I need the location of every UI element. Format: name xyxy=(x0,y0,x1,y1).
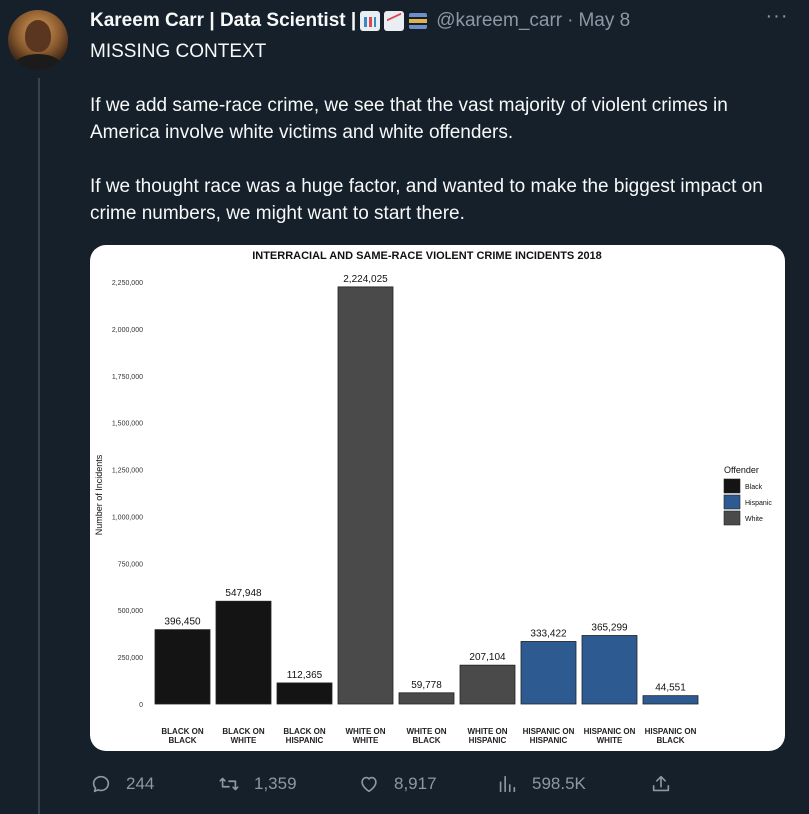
reply-count: 244 xyxy=(126,774,155,793)
bar-value-label: 333,422 xyxy=(530,628,567,639)
reply-button[interactable]: 244 xyxy=(90,770,154,798)
y-axis-label: Number of Incidents xyxy=(94,454,104,535)
y-tick-label: 1,000,000 xyxy=(112,514,143,521)
share-icon xyxy=(652,775,670,792)
y-tick-label: 750,000 xyxy=(118,561,143,568)
views-bar-chart-icon xyxy=(499,775,516,793)
bar-value-label: 44,551 xyxy=(655,683,686,694)
separator-dot: · xyxy=(567,10,574,31)
bar xyxy=(154,629,211,705)
y-axis-ticks: 0 250,000 500,000 750,000 1,000,000 1,250,000… xyxy=(112,280,143,709)
x-tick-label: WHITE xyxy=(231,736,257,745)
bar xyxy=(337,286,394,705)
x-tick-label: HISPANIC ON xyxy=(645,727,697,736)
y-tick-label: 500,000 xyxy=(118,608,143,615)
value-labels: 396,450 547,948 112,365 2,224,025 59,778 207,… xyxy=(164,274,686,694)
x-tick-label: WHITE ON xyxy=(346,727,386,736)
bar xyxy=(459,664,516,705)
x-tick-label: HISPANIC xyxy=(530,736,568,745)
tweet-text: MISSING CONTEXT If we add same-race crim… xyxy=(90,38,790,227)
x-tick-label: WHITE xyxy=(353,736,379,745)
bar-value-label: 59,778 xyxy=(411,680,442,691)
author-handle[interactable]: @kareem_carr xyxy=(436,10,563,31)
legend-entry-label: White xyxy=(745,516,763,523)
bar-value-label: 547,948 xyxy=(225,588,262,599)
legend-swatch xyxy=(723,510,741,526)
bar-value-label: 365,299 xyxy=(591,622,628,633)
y-tick-label: 2,250,000 xyxy=(112,280,143,287)
bar-chart-emoji-icon xyxy=(360,11,381,31)
views-button[interactable]: 598.5K xyxy=(496,770,586,798)
books-emoji-icon xyxy=(408,11,428,31)
x-tick-label: BLACK xyxy=(657,736,685,745)
bar xyxy=(398,692,455,705)
x-tick-label: BLACK xyxy=(169,736,197,745)
legend-entry-label: Hispanic xyxy=(745,500,772,507)
legend-entry-label: Black xyxy=(745,484,763,491)
legend-title: Offender xyxy=(724,465,759,475)
legend: Offender Black Hispanic White xyxy=(723,465,772,526)
bar-value-label: 112,365 xyxy=(287,670,323,681)
x-tick-label: BLACK ON xyxy=(222,727,264,736)
bar xyxy=(642,695,699,705)
reply-icon xyxy=(92,775,110,793)
tweet-text-line: MISSING CONTEXT xyxy=(90,41,267,62)
chart-increasing-emoji-icon xyxy=(384,11,405,31)
y-tick-label: 250,000 xyxy=(118,655,143,662)
x-tick-label: WHITE ON xyxy=(468,727,508,736)
y-tick-label: 2,000,000 xyxy=(112,327,143,334)
x-tick-label: BLACK xyxy=(413,736,441,745)
legend-swatch xyxy=(723,494,741,510)
x-tick-label: HISPANIC xyxy=(469,736,507,745)
author-name[interactable]: Kareem Carr | Data Scientist | xyxy=(90,10,357,31)
tweet-header: Kareem Carr | Data Scientist | @kareem_c… xyxy=(90,8,789,34)
bar-chart: INTERRACIAL AND SAME-RACE VIOLENT CRIME … xyxy=(94,250,772,745)
chart-title: INTERRACIAL AND SAME-RACE VIOLENT CRIME … xyxy=(252,250,602,262)
y-tick-label: 1,750,000 xyxy=(112,374,143,381)
retweet-count: 1,359 xyxy=(254,774,297,793)
y-tick-label: 1,250,000 xyxy=(112,468,143,475)
x-tick-label: HISPANIC ON xyxy=(523,727,575,736)
avatar[interactable] xyxy=(8,10,68,70)
bars xyxy=(154,286,699,705)
like-count: 8,917 xyxy=(394,774,437,793)
thread-line xyxy=(38,78,40,814)
avatar-shirt xyxy=(14,54,62,70)
share-button[interactable] xyxy=(650,770,686,798)
bar xyxy=(215,600,272,705)
y-tick-label: 0 xyxy=(139,702,143,709)
bar xyxy=(581,635,638,705)
tweet-text-line: If we thought race was a huge factor, an… xyxy=(90,176,763,224)
x-tick-label: HISPANIC ON xyxy=(584,727,636,736)
more-options-icon[interactable]: ··· xyxy=(765,5,789,27)
retweet-icon xyxy=(219,777,239,791)
bar-value-label: 396,450 xyxy=(164,617,201,628)
bar xyxy=(520,641,577,705)
x-tick-label: HISPANIC xyxy=(286,736,324,745)
x-tick-label: BLACK ON xyxy=(161,727,203,736)
y-tick-label: 1,500,000 xyxy=(112,421,143,428)
views-count: 598.5K xyxy=(532,774,586,793)
avatar-face xyxy=(25,20,51,52)
legend-swatch xyxy=(723,478,741,494)
tweet-media-chart[interactable]: INTERRACIAL AND SAME-RACE VIOLENT CRIME … xyxy=(90,245,785,751)
x-tick-label: WHITE ON xyxy=(407,727,447,736)
action-bar: 244 1,359 8,917 598.5K xyxy=(90,770,690,798)
heart-icon xyxy=(361,776,377,793)
retweet-button[interactable]: 1,359 xyxy=(218,770,297,798)
bar xyxy=(276,682,333,705)
x-tick-label: WHITE xyxy=(597,736,623,745)
x-tick-label: BLACK ON xyxy=(283,727,325,736)
like-button[interactable]: 8,917 xyxy=(358,770,437,798)
bar-value-label: 2,224,025 xyxy=(343,274,388,285)
tweet-date[interactable]: May 8 xyxy=(578,10,631,31)
tweet-text-line: If we add same-race crime, we see that t… xyxy=(90,95,728,143)
bar-value-label: 207,104 xyxy=(469,652,506,663)
